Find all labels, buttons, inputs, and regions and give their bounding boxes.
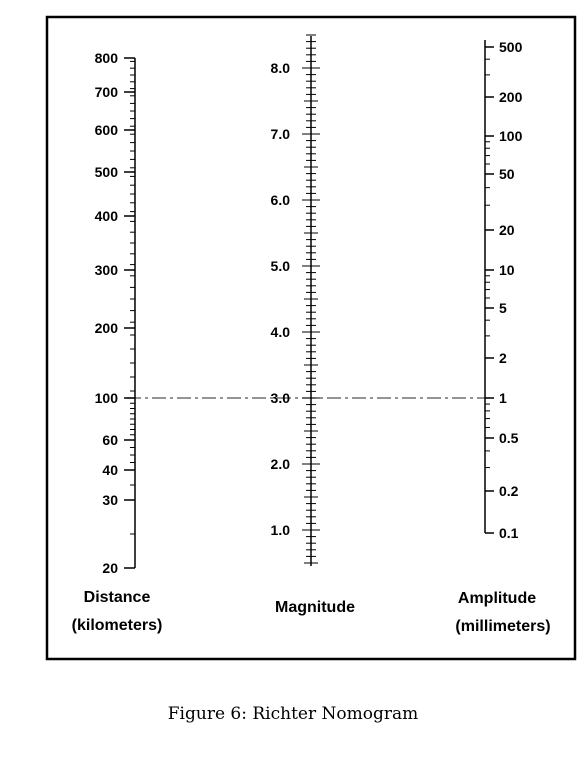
distance-label-800: 800	[95, 50, 119, 66]
distance-label-60: 60	[102, 432, 118, 448]
distance-label-30: 30	[102, 492, 118, 508]
magnitude-label-3-0: 3.0	[271, 390, 291, 406]
figure-caption: Figure 6: Richter Nomogram	[167, 704, 419, 724]
amplitude-label-5: 5	[499, 300, 507, 316]
distance-title-line1: Distance	[84, 589, 151, 606]
distance-label-200: 200	[95, 320, 119, 336]
amplitude-label-10: 10	[499, 262, 515, 278]
amplitude-label-500: 500	[499, 39, 523, 55]
amplitude-label-100: 100	[499, 128, 523, 144]
amplitude-label-0-5: 0.5	[499, 430, 519, 446]
amplitude-label-1: 1	[499, 390, 507, 406]
magnitude-label-7-0: 7.0	[271, 126, 291, 142]
magnitude-label-8-0: 8.0	[271, 60, 291, 76]
amplitude-title-line2: (millimeters)	[455, 618, 550, 635]
amplitude-title-line1: Amplitude	[458, 590, 536, 607]
distance-label-700: 700	[95, 84, 119, 100]
magnitude-title: Magnitude	[275, 599, 355, 616]
amplitude-label-20: 20	[499, 222, 515, 238]
distance-label-400: 400	[95, 208, 119, 224]
magnitude-label-4-0: 4.0	[271, 324, 291, 340]
amplitude-scale: 500 200 100 50 20 10 5 2 1 0.5 0.2 0.1	[485, 39, 523, 541]
distance-scale: 800 700 600 500 400 300 200 100 60 40 30 20	[95, 50, 135, 576]
distance-label-600: 600	[95, 122, 119, 138]
amplitude-label-50: 50	[499, 166, 515, 182]
distance-label-20: 20	[102, 560, 118, 576]
magnitude-label-5-0: 5.0	[271, 258, 291, 274]
amplitude-label-0-2: 0.2	[499, 483, 519, 499]
amplitude-label-200: 200	[499, 89, 523, 105]
magnitude-label-1-0: 1.0	[271, 522, 291, 538]
distance-label-40: 40	[102, 462, 118, 478]
distance-title-line2: (kilometers)	[72, 617, 163, 634]
amplitude-label-2: 2	[499, 350, 507, 366]
magnitude-label-2-0: 2.0	[271, 456, 291, 472]
magnitude-scale: 8.0 7.0 6.0 5.0 4.0 3.0 2.0 1.0	[271, 34, 320, 564]
magnitude-label-6-0: 6.0	[271, 192, 291, 208]
distance-label-500: 500	[95, 164, 119, 180]
amplitude-label-0-1: 0.1	[499, 525, 519, 541]
distance-label-100: 100	[95, 390, 119, 406]
distance-label-300: 300	[95, 262, 119, 278]
